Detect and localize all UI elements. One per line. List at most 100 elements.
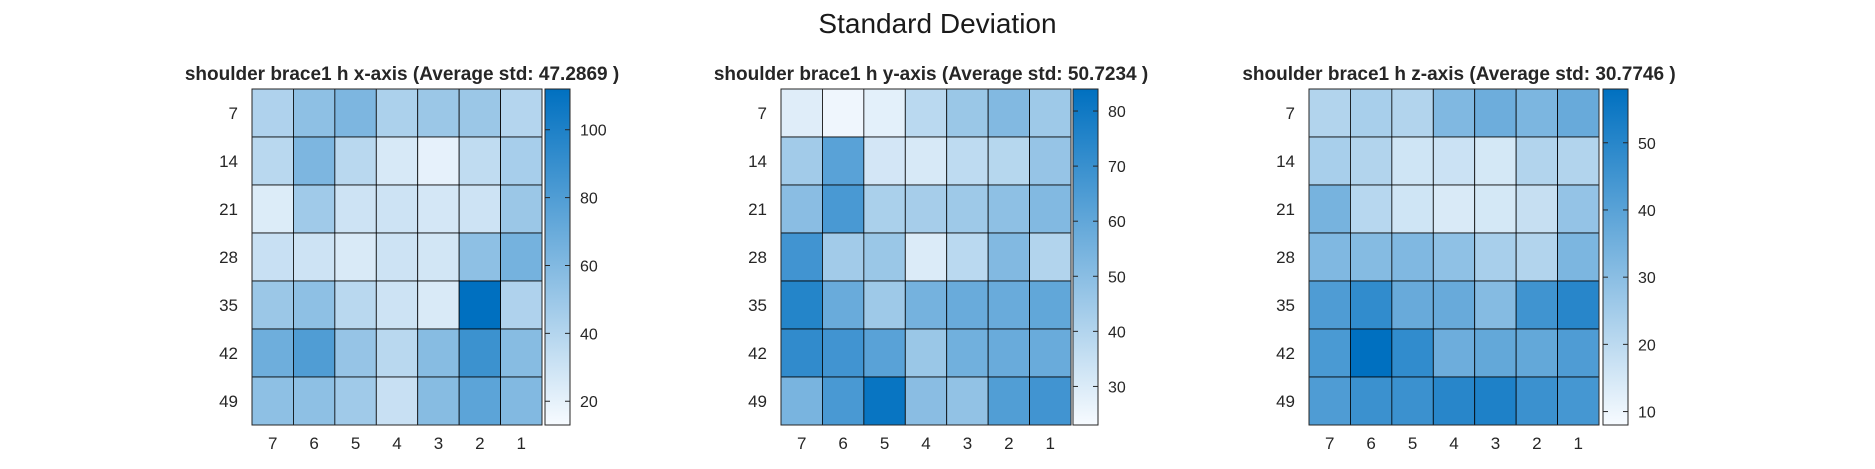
heatmap-cell xyxy=(822,136,865,186)
heatmap-cell xyxy=(780,280,823,330)
y-tick-label: 21 xyxy=(748,200,767,219)
heatmap-cell xyxy=(293,88,336,138)
heatmap-cell xyxy=(780,232,823,282)
y-tick-label: 7 xyxy=(1286,104,1295,123)
heatmap-cell xyxy=(987,136,1030,186)
heatmap-cell xyxy=(904,136,948,186)
heatmap-cell xyxy=(1432,280,1476,330)
heatmap-cell xyxy=(1515,328,1558,378)
colorbar-tick-label: 80 xyxy=(1108,104,1126,121)
heatmap-cell xyxy=(987,376,1030,426)
heatmap-frame xyxy=(1308,88,1600,426)
heatmap-cell xyxy=(1432,184,1476,234)
colorbar xyxy=(1072,88,1099,426)
heatmap-cell xyxy=(458,88,501,138)
heatmap-cell xyxy=(375,136,419,186)
colorbar-tick-label: 30 xyxy=(1108,379,1126,396)
x-tick-label: 4 xyxy=(921,434,930,453)
x-tick-label: 2 xyxy=(475,434,484,453)
heatmap-cell xyxy=(458,328,501,378)
heatmap-cell xyxy=(987,280,1030,330)
heatmap-cell xyxy=(293,136,336,186)
heatmap-cell xyxy=(293,328,336,378)
heatmap-cell xyxy=(251,88,294,138)
heatmap-cell xyxy=(1557,232,1600,282)
x-tick-label: 6 xyxy=(1366,434,1375,453)
heatmap-cell xyxy=(293,232,336,282)
heatmap-cell xyxy=(1350,280,1393,330)
heatmap-cell xyxy=(334,328,377,378)
heatmap-panel-x-axis: shoulder brace1 h x-axis (Average std: 4… xyxy=(185,64,619,453)
heatmap-cell xyxy=(458,136,501,186)
x-tick-label: 1 xyxy=(517,434,526,453)
heatmap-cell xyxy=(1350,376,1393,426)
x-tick-label: 5 xyxy=(351,434,360,453)
heatmap-cell xyxy=(1029,280,1072,330)
x-tick-label: 1 xyxy=(1046,434,1055,453)
x-tick-label: 3 xyxy=(434,434,443,453)
heatmap-cell xyxy=(1515,232,1558,282)
x-tick-label: 2 xyxy=(1004,434,1013,453)
heatmap-cell xyxy=(904,376,948,426)
heatmap-cell xyxy=(863,328,906,378)
heatmap-cell xyxy=(863,88,906,138)
y-tick-label: 35 xyxy=(1276,296,1295,315)
colorbar-tick-label: 50 xyxy=(1108,269,1126,286)
heatmap-panel-z-axis: shoulder brace1 h z-axis (Average std: 3… xyxy=(1242,64,1675,453)
heatmap-cell xyxy=(863,376,906,426)
heatmap-cell xyxy=(500,328,543,378)
heatmap-cell xyxy=(987,328,1030,378)
heatmap-cell xyxy=(375,328,419,378)
heatmap-cell xyxy=(458,184,501,234)
heatmap-cell xyxy=(375,232,419,282)
heatmap-frame xyxy=(251,88,543,426)
heatmap-cell xyxy=(946,184,989,234)
colorbar-tick-label: 40 xyxy=(1108,324,1126,341)
heatmap-cell xyxy=(822,328,865,378)
heatmap-cell xyxy=(500,280,543,330)
y-tick-label: 7 xyxy=(758,104,767,123)
heatmap-cell xyxy=(1557,280,1600,330)
heatmap-cell xyxy=(1029,184,1072,234)
heatmap-cell xyxy=(1474,136,1517,186)
heatmap-cell xyxy=(1432,88,1476,138)
colorbar-tick-label: 20 xyxy=(580,394,598,411)
x-tick-label: 6 xyxy=(838,434,847,453)
heatmap-cell xyxy=(1350,88,1393,138)
heatmap-cell xyxy=(1029,232,1072,282)
heatmap-cell xyxy=(780,88,823,138)
y-tick-label: 21 xyxy=(1276,200,1295,219)
heatmap-cell xyxy=(1474,280,1517,330)
heatmap-cell xyxy=(251,184,294,234)
heatmap-cell xyxy=(946,232,989,282)
heatmap-cell xyxy=(500,136,543,186)
heatmap-cell xyxy=(1474,376,1517,426)
heatmap-cell xyxy=(458,376,501,426)
heatmap-cell xyxy=(500,376,543,426)
heatmap-cell xyxy=(1474,232,1517,282)
heatmap-cell xyxy=(334,376,377,426)
heatmap-cell xyxy=(1029,88,1072,138)
y-tick-label: 14 xyxy=(1276,152,1295,171)
heatmap-cell xyxy=(251,136,294,186)
colorbar-tick-label: 20 xyxy=(1638,337,1656,354)
panel-title: shoulder brace1 h x-axis (Average std: 4… xyxy=(185,64,619,85)
colorbar-tick-label: 10 xyxy=(1638,405,1656,422)
heatmap-cell xyxy=(1391,328,1434,378)
heatmap-cell xyxy=(1474,328,1517,378)
colorbar-tick-label: 80 xyxy=(580,191,598,208)
y-tick-label: 42 xyxy=(219,344,238,363)
x-tick-label: 7 xyxy=(1325,434,1334,453)
heatmap-cell xyxy=(863,184,906,234)
y-tick-label: 14 xyxy=(219,152,238,171)
heatmap-cell xyxy=(1515,280,1558,330)
heatmap-cell xyxy=(1029,328,1072,378)
y-tick-label: 42 xyxy=(1276,344,1295,363)
heatmap-cell xyxy=(1391,280,1434,330)
heatmap-cell xyxy=(1557,136,1600,186)
heatmap-cell xyxy=(1391,184,1434,234)
heatmap-frame xyxy=(780,88,1072,426)
heatmap-cell xyxy=(822,184,865,234)
heatmap-cell xyxy=(1474,88,1517,138)
